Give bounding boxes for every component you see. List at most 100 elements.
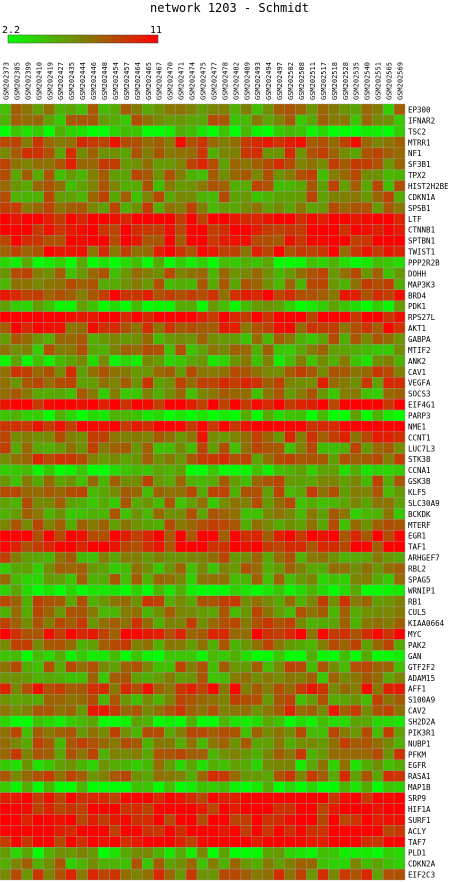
heatmap-cell xyxy=(153,508,165,520)
heatmap-cell xyxy=(120,289,132,301)
heatmap-cell xyxy=(207,748,220,760)
heatmap-cell xyxy=(164,704,176,717)
heatmap-cell xyxy=(54,628,66,640)
heatmap-cell xyxy=(273,191,285,203)
heatmap-cell xyxy=(21,278,34,290)
heatmap-cell xyxy=(131,377,143,389)
heatmap-cell xyxy=(328,158,340,170)
heatmap-cell xyxy=(240,562,252,575)
heatmap-cell xyxy=(240,672,252,684)
heatmap-cell xyxy=(295,661,307,673)
heatmap-cell xyxy=(240,683,252,695)
heatmap-cell xyxy=(350,180,362,192)
heatmap-cell xyxy=(21,366,34,378)
heatmap-cell xyxy=(120,453,132,465)
heatmap-cell xyxy=(164,475,176,487)
heatmap-cell xyxy=(76,792,88,804)
heatmap-cell xyxy=(98,628,110,640)
heatmap-cell xyxy=(284,497,296,509)
heatmap-cell xyxy=(54,191,66,203)
heatmap-cell xyxy=(218,398,231,411)
heatmap-cell xyxy=(32,245,44,258)
heatmap-cell xyxy=(240,595,252,607)
heatmap-cell xyxy=(306,453,318,465)
heatmap-cell xyxy=(251,628,263,640)
heatmap-cell xyxy=(32,114,44,127)
heatmap-cell xyxy=(98,792,110,804)
heatmap-cell xyxy=(350,147,362,159)
heatmap-cell xyxy=(251,420,263,433)
heatmap-cell xyxy=(109,409,121,422)
heatmap-cell xyxy=(306,114,318,127)
heatmap-cell xyxy=(21,224,34,236)
row-label: PAK2 xyxy=(408,641,426,650)
heatmap-cell xyxy=(10,573,23,586)
row-label: GABPA xyxy=(408,335,431,344)
row-label: PLD1 xyxy=(408,849,426,858)
heatmap-cell xyxy=(262,420,274,433)
heatmap-cell xyxy=(32,377,44,389)
heatmap-cell xyxy=(174,377,187,389)
heatmap-cell xyxy=(262,639,274,651)
heatmap-cell xyxy=(218,726,231,739)
heatmap-cell xyxy=(262,573,274,586)
heatmap-cell xyxy=(164,103,176,116)
heatmap-cell xyxy=(120,191,132,203)
heatmap-cell xyxy=(306,355,318,367)
heatmap-cell xyxy=(32,726,44,739)
heatmap-cell xyxy=(185,508,198,520)
heatmap-cell xyxy=(273,125,285,137)
heatmap-cell xyxy=(382,814,395,826)
heatmap-cell xyxy=(196,694,209,706)
heatmap-cell xyxy=(317,781,329,793)
heatmap-cell xyxy=(382,202,395,214)
heatmap-cell xyxy=(87,453,99,465)
heatmap-cell xyxy=(142,289,154,301)
heatmap-cell xyxy=(76,453,88,465)
heatmap-cell xyxy=(361,289,373,301)
heatmap-cell xyxy=(98,726,110,739)
heatmap-cell xyxy=(361,420,373,433)
heatmap-cell xyxy=(87,694,99,706)
heatmap-cell xyxy=(10,158,23,170)
heatmap-cell xyxy=(174,737,187,750)
heatmap-cell xyxy=(350,256,362,269)
heatmap-cell xyxy=(350,683,362,695)
heatmap-cell xyxy=(120,224,132,236)
heatmap-cell xyxy=(382,398,395,411)
heatmap-cell xyxy=(10,442,23,454)
heatmap-cell xyxy=(382,267,395,280)
heatmap-cell xyxy=(207,245,220,258)
heatmap-cell xyxy=(196,847,209,859)
heatmap-cell xyxy=(240,836,252,848)
heatmap-cell xyxy=(153,792,165,804)
heatmap-cell xyxy=(0,344,12,356)
heatmap-cell xyxy=(218,868,231,881)
heatmap-cell xyxy=(350,781,362,793)
heatmap-cell xyxy=(21,453,34,465)
heatmap-cell xyxy=(196,836,209,848)
heatmap-cell xyxy=(229,278,241,290)
heatmap-cell xyxy=(295,508,307,520)
heatmap-cell xyxy=(10,803,23,815)
heatmap-cell xyxy=(153,715,165,728)
heatmap-cell xyxy=(350,748,362,760)
heatmap-cell xyxy=(54,300,66,312)
heatmap-cell xyxy=(306,847,318,859)
heatmap-cell xyxy=(328,551,340,564)
heatmap-cell xyxy=(196,300,209,312)
heatmap-cell xyxy=(32,322,44,334)
heatmap-cell xyxy=(43,289,55,301)
heatmap-cell xyxy=(65,759,77,771)
heatmap-cell xyxy=(317,409,329,422)
heatmap-cell xyxy=(10,595,23,607)
heatmap-cell xyxy=(229,398,241,411)
heatmap-cell xyxy=(207,377,220,389)
heatmap-cell xyxy=(350,694,362,706)
heatmap-cell xyxy=(306,584,318,597)
heatmap-cell xyxy=(65,398,77,411)
heatmap-cell xyxy=(164,573,176,586)
heatmap-cell xyxy=(87,213,99,225)
heatmap-cell xyxy=(65,486,77,498)
heatmap-cell xyxy=(54,136,66,148)
